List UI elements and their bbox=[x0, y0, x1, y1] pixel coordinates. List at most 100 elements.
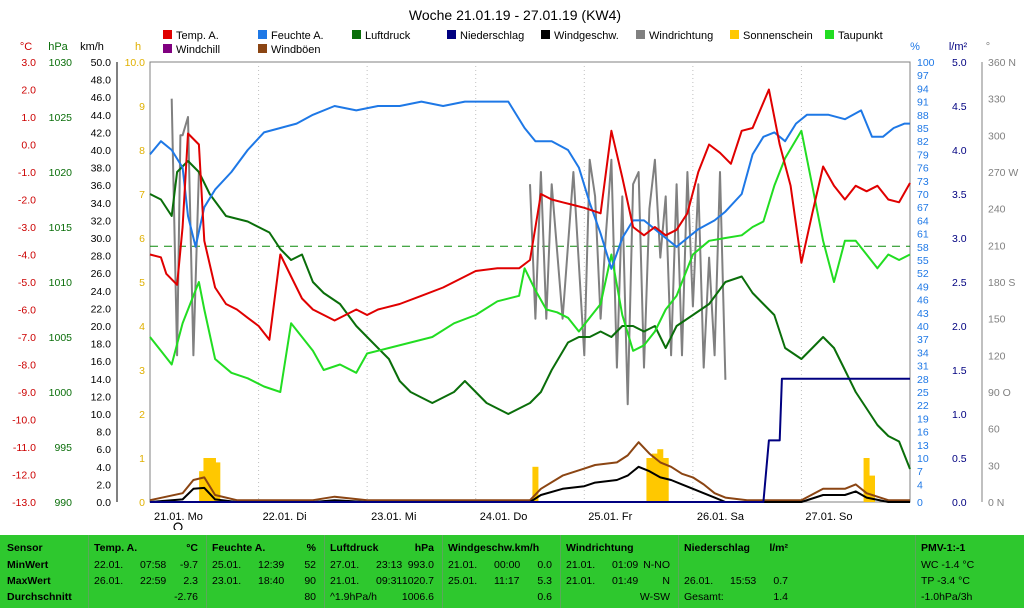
tick-label-humidity: 31 bbox=[917, 361, 929, 373]
tick-label-rain: 0.0 bbox=[952, 497, 967, 509]
tick-label-humidity: 85 bbox=[917, 123, 929, 135]
tick-label-sun: 0 bbox=[139, 497, 145, 509]
series-line-windb-en bbox=[149, 441, 910, 502]
stats-pmv-title: PMV-1:-1 bbox=[921, 542, 966, 554]
tick-label-wind: 22.0 bbox=[91, 303, 112, 315]
series-line-taupunkt bbox=[149, 129, 911, 393]
tick-label-wind: 0.0 bbox=[96, 497, 111, 509]
tick-label-temp: -11.0 bbox=[13, 442, 36, 454]
tick-label-direction: 300 bbox=[988, 130, 1006, 142]
legend: Temp. A. Feuchte A. Luftdruck Niederschlag W… bbox=[163, 30, 883, 56]
sunshine-bar bbox=[209, 458, 216, 502]
plot-area bbox=[149, 61, 911, 503]
stats-wind-title: Windgeschw.km/h bbox=[448, 542, 540, 554]
tick-label-humidity: 58 bbox=[917, 242, 929, 254]
stats-row-label: MinWert bbox=[7, 559, 49, 571]
tick-label-humidity: 55 bbox=[917, 255, 929, 267]
legend-label: Windchill bbox=[176, 44, 220, 56]
stats-separator bbox=[678, 535, 679, 608]
tick-label-temp: -5.0 bbox=[18, 277, 36, 289]
stats-sensor: Sensor MinWert MaxWert Durchschnitt bbox=[0, 535, 88, 608]
tick-label-sun: 4 bbox=[139, 321, 145, 333]
tick-label-wind: 18.0 bbox=[91, 339, 112, 351]
tick-label-wind: 14.0 bbox=[91, 374, 112, 386]
series-line-luftdruck bbox=[149, 160, 911, 470]
stats-direction-date: 21.01. bbox=[566, 575, 596, 587]
stats-pressure-title: Luftdruck bbox=[330, 542, 379, 554]
tick-label-wind: 50.0 bbox=[91, 57, 112, 69]
stats-humidity: Feuchte A.% 25.01. 12:39 52 23.01. 18:40 90 80 bbox=[206, 535, 324, 608]
tick-label-temp: -7.0 bbox=[18, 332, 36, 344]
tick-label-sun: 10.0 bbox=[125, 57, 146, 69]
grid bbox=[150, 62, 910, 502]
legend-swatch bbox=[447, 30, 456, 39]
tick-label-wind: 20.0 bbox=[91, 321, 112, 333]
tick-label-sun: 1 bbox=[139, 453, 145, 465]
tick-label-rain: 2.5 bbox=[952, 277, 967, 289]
stats-direction-value: N-NO bbox=[643, 559, 670, 571]
tick-label-pressure: 1025 bbox=[49, 112, 73, 124]
tick-label-pressure: 1010 bbox=[49, 277, 73, 289]
tick-label-rain: 3.0 bbox=[952, 233, 967, 245]
stats-rain-date: 26.01. bbox=[684, 575, 714, 587]
sunshine-bar bbox=[651, 453, 658, 502]
stats-temp-value: -9.7 bbox=[179, 559, 198, 571]
stats-pressure-time: 23:13 bbox=[376, 559, 403, 571]
series-line-feuchte-a- bbox=[149, 100, 910, 270]
tick-label-wind: 44.0 bbox=[91, 110, 112, 122]
stats-temp: Temp. A. °C 22.01. 07:58 -9.7 26.01. 22:59 2.3 -… bbox=[88, 535, 206, 608]
tick-label-wind: 40.0 bbox=[91, 145, 112, 157]
legend-label: Windrichtung bbox=[649, 30, 713, 42]
tick-label-temp: -3.0 bbox=[18, 222, 36, 234]
tick-label-humidity: 16 bbox=[917, 427, 929, 439]
tick-label-pressure: 990 bbox=[54, 497, 72, 509]
tick-label-wind: 38.0 bbox=[91, 163, 112, 175]
tick-label-wind: 2.0 bbox=[96, 479, 111, 491]
stats-wind-time: 00:00 bbox=[494, 559, 521, 571]
tick-label-direction: 240 bbox=[988, 204, 1006, 216]
tick-label-wind: 8.0 bbox=[96, 427, 111, 439]
tick-label-temp: -13.0 bbox=[12, 497, 36, 509]
stats-pressure-time: 09:31 bbox=[376, 575, 403, 587]
stats-wind-value: 0.0 bbox=[537, 559, 552, 571]
stats-pmv-value: TP -3.4 °C bbox=[921, 575, 970, 587]
stats-wind: Windgeschw.km/h 21.01. 00:00 0.0 25.01. 11:17… bbox=[442, 535, 560, 608]
stats-rain-time: 15:53 bbox=[730, 575, 757, 587]
stats-rain-value: 0.7 bbox=[773, 575, 788, 587]
tick-label-direction: 0 N bbox=[988, 497, 1004, 509]
tick-label-rain: 4.5 bbox=[952, 101, 967, 113]
axis-header-wind: km/h bbox=[80, 41, 104, 53]
tick-label-rain: 0.5 bbox=[952, 453, 967, 465]
tick-label-wind: 36.0 bbox=[91, 180, 112, 192]
stats-pressure-date: 21.01. bbox=[330, 575, 360, 587]
legend-swatch bbox=[352, 30, 361, 39]
tick-label-humidity: 88 bbox=[917, 110, 929, 122]
stats-separator bbox=[560, 535, 561, 608]
tick-label-wind: 16.0 bbox=[91, 356, 112, 368]
stats-pmv-value: WC -1.4 °C bbox=[921, 559, 975, 571]
axis-header-humidity: % bbox=[910, 41, 920, 53]
tick-label-pressure: 1020 bbox=[49, 167, 73, 179]
tick-label-rain: 1.5 bbox=[952, 365, 967, 377]
stats-separator bbox=[915, 535, 916, 608]
sunshine-bar bbox=[657, 449, 664, 502]
stats-temp-value: 2.3 bbox=[183, 575, 198, 587]
stats-humidity-date: 25.01. bbox=[212, 559, 242, 571]
stats-pmv-value: -1.0hPa/3h bbox=[921, 591, 973, 603]
tick-label-humidity: 43 bbox=[917, 308, 929, 320]
stats-wind-value: 0.6 bbox=[537, 591, 552, 603]
tick-label-temp: -4.0 bbox=[18, 250, 36, 262]
tick-label-pressure: 1000 bbox=[49, 387, 73, 399]
legend-swatch bbox=[163, 44, 172, 53]
legend-label: Luftdruck bbox=[365, 30, 411, 42]
tick-label-sun: 7 bbox=[139, 189, 145, 201]
tick-label-temp: 0.0 bbox=[21, 140, 36, 152]
stats-temp-date: 26.01. bbox=[94, 575, 124, 587]
tick-label-sun: 3 bbox=[139, 365, 145, 377]
stats-separator bbox=[324, 535, 325, 608]
axis-header-sun: h bbox=[135, 41, 141, 53]
tick-label-humidity: 22 bbox=[917, 400, 929, 412]
x-tick-label: 25.01. Fr bbox=[588, 511, 632, 523]
tick-label-humidity: 7 bbox=[917, 466, 923, 478]
tick-label-humidity: 10 bbox=[917, 453, 929, 465]
